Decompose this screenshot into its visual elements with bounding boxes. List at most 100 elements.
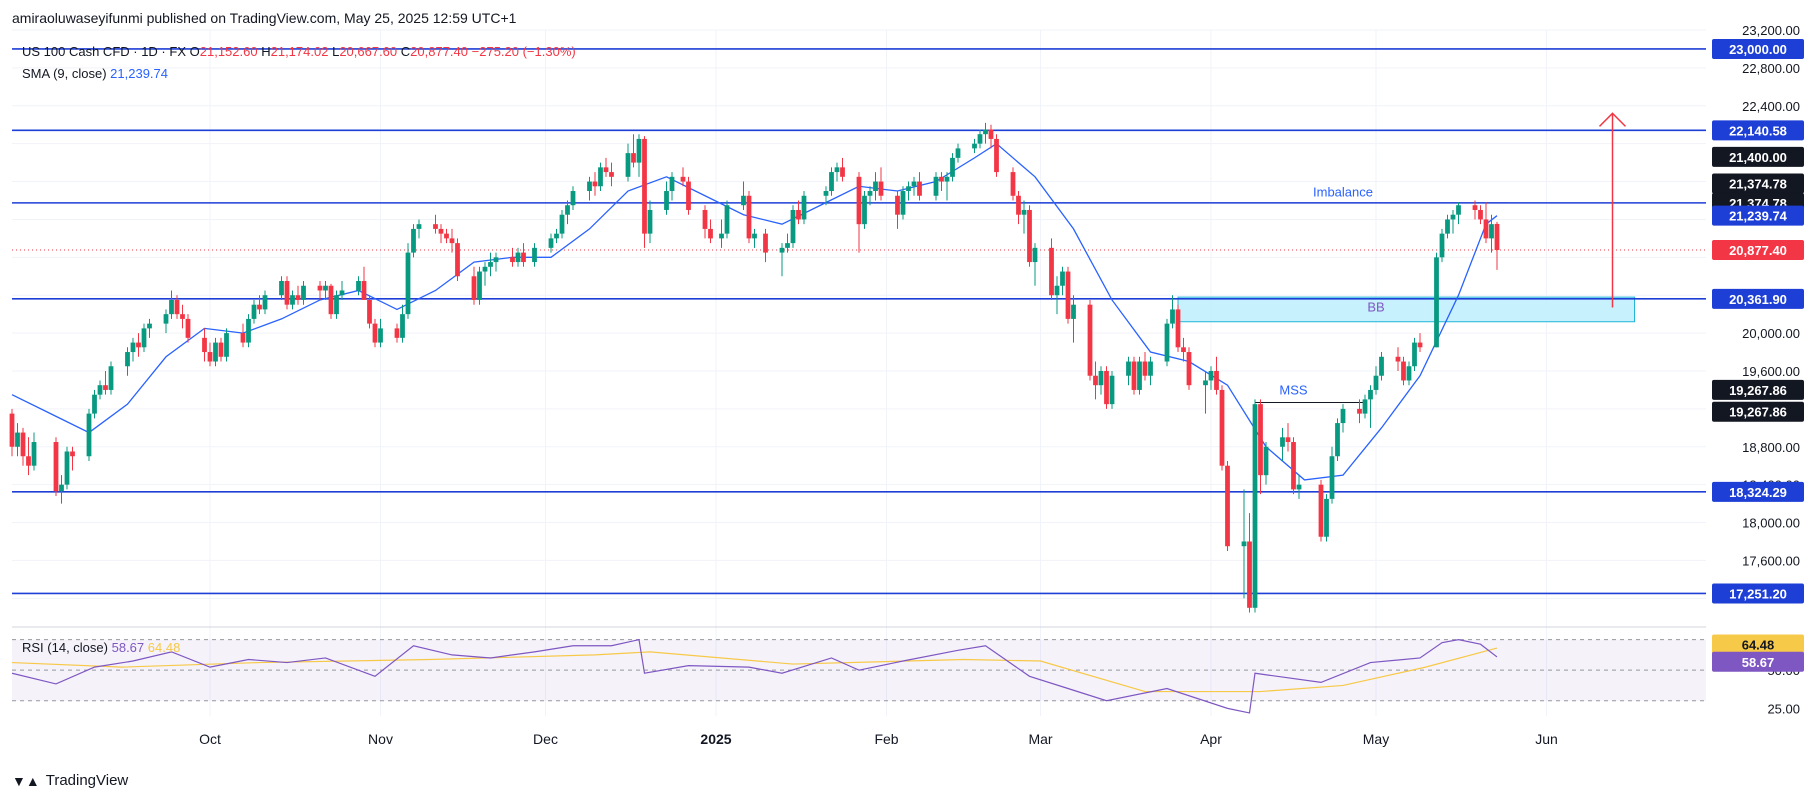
price-badge-label: 19,267.86 [1729, 405, 1787, 420]
candle-body [1373, 375, 1379, 390]
rsi-ma-value: 64.48 [147, 640, 181, 655]
candle-body [59, 484, 64, 492]
candle-body [246, 318, 251, 343]
candle-body [1406, 366, 1412, 381]
candle-body [1164, 323, 1170, 362]
candle-body [174, 299, 180, 315]
candle-body [433, 224, 438, 229]
price-badge-label: 21,239.74 [1729, 209, 1788, 224]
open-label: O [189, 44, 200, 59]
candle-body [680, 176, 686, 182]
candle-body [53, 442, 59, 492]
candle-body [724, 205, 730, 234]
rsi-badge-label: 58.67 [1742, 655, 1775, 670]
candle-body [284, 281, 290, 305]
candle-body [1280, 437, 1285, 447]
candle-body [394, 328, 400, 338]
candle-body [405, 252, 411, 315]
price-badge-label: 23,000.00 [1729, 42, 1787, 57]
publisher-line: amiraoluwaseyifunmi published on Trading… [12, 10, 517, 26]
candle-body [1472, 205, 1478, 210]
candle-body [493, 257, 499, 263]
candle-body [444, 233, 449, 239]
candle-body [900, 191, 906, 215]
candle-body [708, 228, 713, 239]
candle-body [796, 209, 801, 220]
sma-polyline [11, 142, 1498, 481]
candle-body [1027, 209, 1032, 263]
candle-body [1175, 309, 1181, 348]
candle-body [1126, 361, 1131, 376]
candle-body [1203, 380, 1208, 386]
candle-body [1170, 309, 1175, 324]
symbol-name: US 100 Cash CFD · 1D · FX [22, 44, 186, 59]
time-tick-label: Feb [874, 731, 898, 747]
candle-body [647, 209, 653, 234]
candle-body [977, 134, 983, 144]
candle-body [1456, 205, 1461, 215]
candle-body [185, 318, 191, 338]
candle-body [301, 285, 306, 300]
candle-body [130, 342, 136, 353]
candle-body [521, 252, 526, 263]
candle-body [1219, 389, 1225, 466]
candle-body [933, 176, 939, 196]
candle-body [1379, 356, 1384, 376]
price-axis[interactable]: 23,200.00 22,800.00 22,400.00 20,000.00 19,6… [1712, 23, 1804, 716]
price-badge [1712, 401, 1804, 422]
candle-body [416, 224, 422, 229]
candle-body [1494, 223, 1500, 250]
candle-body [339, 290, 345, 296]
candle-body [686, 181, 691, 210]
price-badge-label: 21,374.78 [1729, 176, 1787, 191]
candle-body [317, 285, 323, 291]
candle-body [642, 138, 647, 234]
candle-body [108, 366, 114, 390]
price-badge [1712, 288, 1804, 309]
candle-body [702, 209, 708, 229]
candle-body [125, 352, 130, 367]
price-badge [1712, 205, 1804, 226]
price-badge [1712, 239, 1804, 260]
candle-body [1186, 352, 1192, 386]
candle-body [1318, 484, 1324, 537]
candle-body [1010, 172, 1016, 196]
change-value: −275.20 (−1.30%) [471, 44, 576, 59]
time-tick-label: Apr [1200, 731, 1222, 747]
sma-label: SMA (9, close) [22, 66, 107, 81]
candle-body [1137, 361, 1142, 390]
price-badge [1712, 120, 1804, 141]
candle-body [1368, 389, 1373, 400]
candle-body [400, 314, 405, 338]
time-tick-label: Dec [533, 731, 558, 747]
candle-body [1016, 195, 1021, 215]
candle-body [103, 385, 108, 390]
bb-zone-rect [1177, 296, 1635, 323]
candle-body [856, 176, 862, 225]
candle-body [20, 432, 26, 457]
candle-body [31, 442, 37, 466]
candle-body [1131, 361, 1137, 390]
candle-body [823, 191, 829, 196]
candle-body [26, 456, 31, 466]
candle-body [939, 176, 944, 182]
candle-body [455, 243, 460, 277]
candle-body [372, 323, 378, 343]
time-tick-label: Nov [368, 731, 393, 747]
price-badge-label: 22,140.58 [1729, 123, 1787, 138]
candle-body [356, 281, 361, 291]
candle-body [950, 157, 955, 177]
candle-body [70, 451, 75, 457]
symbol-legend: US 100 Cash CFD · 1D · FX O21,152.60 H21… [22, 44, 576, 59]
candle-body [361, 281, 367, 300]
candle-body [1412, 342, 1417, 367]
candle-body [1483, 219, 1489, 239]
candle-body [598, 167, 603, 187]
candle-body [1104, 370, 1109, 405]
time-axis[interactable]: Oct Nov Dec 2025 Feb Mar Apr May Jun [199, 731, 1558, 747]
rsi-badge-label: 64.48 [1742, 638, 1775, 653]
price-tick-label: 17,600.00 [1742, 553, 1800, 568]
candle-body [1329, 456, 1335, 499]
price-badge [1712, 173, 1804, 194]
